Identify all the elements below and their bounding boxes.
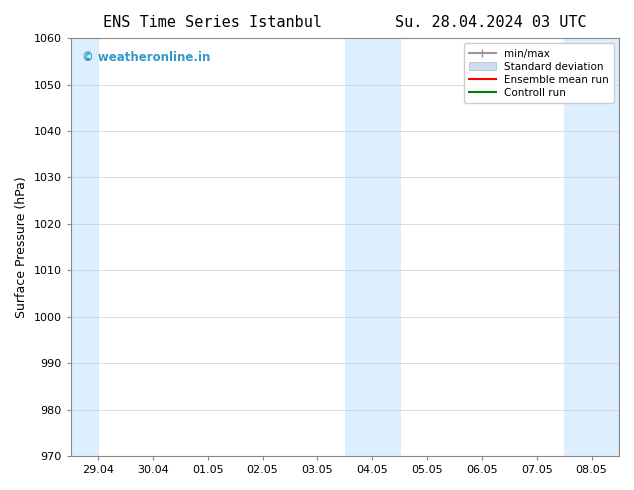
Legend: min/max, Standard deviation, Ensemble mean run, Controll run: min/max, Standard deviation, Ensemble me… [464,43,614,103]
Bar [71,38,98,456]
Bar [345,38,399,456]
Title: ENS Time Series Istanbul        Su. 28.04.2024 03 UTC: ENS Time Series Istanbul Su. 28.04.2024 … [103,15,586,30]
Y-axis label: Surface Pressure (hPa): Surface Pressure (hPa) [15,176,28,318]
Text: © weatheronline.in: © weatheronline.in [82,50,210,64]
Bar [564,38,619,456]
